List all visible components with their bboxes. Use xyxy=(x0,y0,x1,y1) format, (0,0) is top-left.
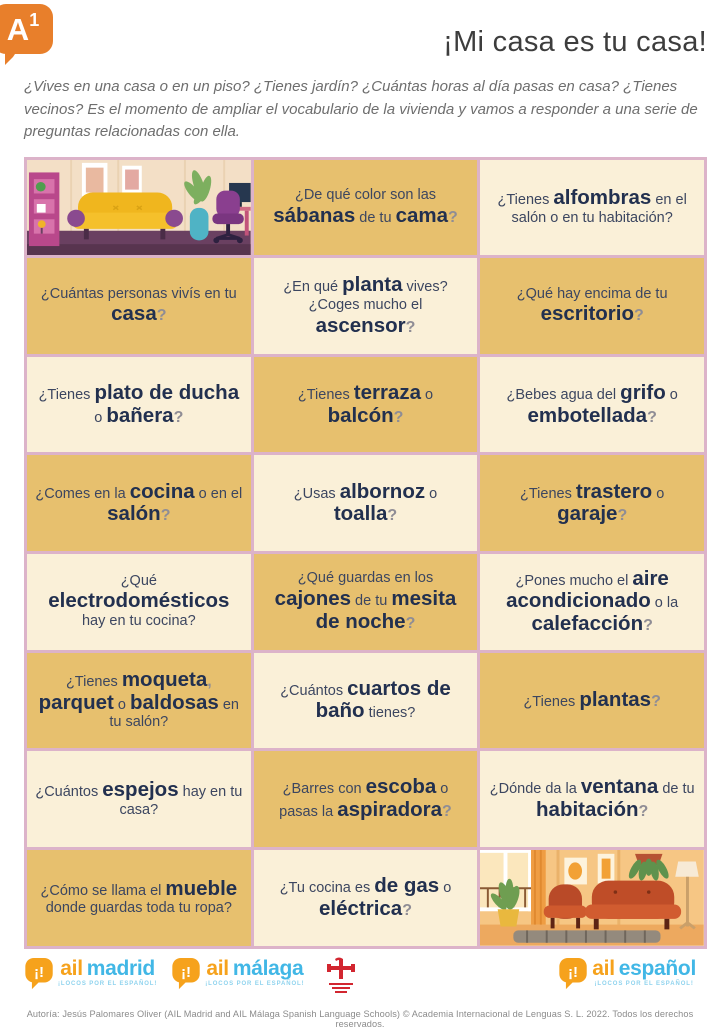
question-text: ¿Pones mucho el aire acondicionado o la … xyxy=(506,566,679,636)
instituto-cervantes-logo xyxy=(326,957,355,993)
question-cell: ¿Cuántos espejos hay en tu casa? xyxy=(27,751,251,847)
question-text: ¿Tienes moqueta, parquet o baldosas en t… xyxy=(38,667,239,731)
question-cell: ¿Tienes alfombras en el salón o en tu ha… xyxy=(480,159,704,256)
question-text: ¿Dónde da la ventana de tu habitación? xyxy=(489,775,695,822)
question-cell: ¿Barres con escoba o pasas la aspiradora… xyxy=(253,751,478,847)
question-text: ¿Cómo se llama el mueble donde guardas t… xyxy=(40,876,238,917)
logo-tagline: ¡LOCOS POR EL ESPAÑOL! xyxy=(594,980,694,987)
ail-madrid-logo: ¡! ail madrid ¡LOCOS POR EL ESPAÑOL! xyxy=(24,957,157,991)
question-text: ¿Tienes plato de ducha o bañera? xyxy=(38,380,240,427)
question-cell: ¿Cuántas personas vivís en tu casa? xyxy=(27,258,251,354)
question-cell: ¿Cuántos cuartos de baño tienes? xyxy=(253,652,478,749)
page-title: ¡Mi casa es tu casa! xyxy=(443,26,707,58)
question-text: ¿Cuántas personas vivís en tu casa? xyxy=(40,285,237,326)
question-text: ¿Bebes agua del grifo o embotellada? xyxy=(506,380,678,427)
question-cell: ¿Cómo se llama el mueble donde guardas t… xyxy=(27,849,251,946)
question-text: ¿Barres con escoba o pasas la aspiradora… xyxy=(279,775,452,822)
speech-bubble-icon: ¡! xyxy=(172,957,200,989)
question-text: ¿En qué planta vives? ¿Coges mucho el as… xyxy=(283,273,448,337)
question-cell: ¿Tienes plato de ducha o bañera? xyxy=(27,356,251,453)
level-letter: A xyxy=(6,11,30,47)
living-room-illustration-purple xyxy=(27,159,251,256)
ail-malaga-logo: ¡! ail málaga ¡LOCOS POR EL ESPAÑOL! xyxy=(171,957,304,991)
logo-wordmark: ail español xyxy=(592,956,696,980)
footer-logos: ¡! ail madrid ¡LOCOS POR EL ESPAÑOL! ¡! a… xyxy=(24,957,696,999)
question-cell: ¿Usas albornoz o toalla? xyxy=(253,455,478,551)
ail-espanol-logo: ¡! ail español ¡LOCOS POR EL ESPAÑOL! xyxy=(558,957,696,991)
question-cell: ¿En qué planta vives? ¿Coges mucho el as… xyxy=(253,258,478,354)
question-text: ¿Tienes trastero o garaje? xyxy=(520,479,665,526)
question-cell: ¿Comes en la cocina o en el salón? xyxy=(27,455,251,551)
question-cell: ¿Pones mucho el aire acondicionado o la … xyxy=(480,554,704,650)
speech-bubble-icon: ¡! xyxy=(25,957,53,989)
question-cell: ¿Dónde da la ventana de tu habitación? xyxy=(480,751,704,847)
question-text: ¿Tienes alfombras en el salón o en tu ha… xyxy=(497,186,687,226)
intro-text: ¿Vives en una casa o en un piso? ¿Tienes… xyxy=(24,78,698,140)
logo-tagline: ¡LOCOS POR EL ESPAÑOL! xyxy=(205,980,305,987)
level-number: 1 xyxy=(29,10,40,30)
living-room-illustration-orange xyxy=(480,849,704,946)
question-cell: ¿De qué color son las sábanas de tu cama… xyxy=(253,159,478,256)
question-text: ¿Tienes terraza o balcón? xyxy=(297,380,434,427)
svg-text:¡!: ¡! xyxy=(568,963,578,980)
question-text: ¿Tu cocina es de gas o eléctrica? xyxy=(279,874,452,920)
question-cell: ¿Tienes plantas? xyxy=(480,652,704,749)
question-grid: ¿De qué color son las sábanas de tu cama… xyxy=(24,156,707,949)
question-text: ¿De qué color son las sábanas de tu cama… xyxy=(273,187,458,227)
question-text: ¿Tienes plantas? xyxy=(523,688,661,712)
svg-text:¡!: ¡! xyxy=(34,963,44,980)
question-cell: ¿Bebes agua del grifo o embotellada? xyxy=(480,356,704,453)
question-text: ¿Comes en la cocina o en el salón? xyxy=(35,479,243,526)
question-cell: ¿Tu cocina es de gas o eléctrica? xyxy=(253,849,478,946)
question-text: ¿Qué electrodomésticos hay en tu cocina? xyxy=(48,572,230,630)
question-cell: ¿Tienes terraza o balcón? xyxy=(253,356,478,453)
question-cell: ¿Tienes trastero o garaje? xyxy=(480,455,704,551)
question-text: ¿Cuántos cuartos de baño tienes? xyxy=(280,676,451,723)
logo-wordmark: ail málaga xyxy=(206,956,304,980)
question-cell: ¿Qué guardas en los cajones de tu mesita… xyxy=(253,554,478,650)
question-text: ¿Qué guardas en los cajones de tu mesita… xyxy=(274,570,457,633)
question-text: ¿Qué hay encima de tu escritorio? xyxy=(516,285,668,326)
copyright-text: Autoría: Jesús Palomares Oliver (AIL Mad… xyxy=(26,1008,694,1029)
living-room-illustration-orange xyxy=(480,849,704,946)
speech-bubble-icon: ¡! xyxy=(559,957,588,989)
question-cell: ¿Tienes moqueta, parquet o baldosas en t… xyxy=(27,652,251,749)
question-cell: ¿Qué hay encima de tu escritorio? xyxy=(480,258,704,354)
svg-text:¡!: ¡! xyxy=(181,963,191,980)
living-room-illustration-purple xyxy=(27,159,251,256)
question-text: ¿Cuántos espejos hay en tu casa? xyxy=(35,777,243,818)
question-cell: ¿Qué electrodomésticos hay en tu cocina? xyxy=(27,554,251,650)
logo-tagline: ¡LOCOS POR EL ESPAÑOL! xyxy=(58,980,158,987)
question-text: ¿Usas albornoz o toalla? xyxy=(293,479,438,526)
logo-wordmark: ail madrid xyxy=(60,956,155,980)
